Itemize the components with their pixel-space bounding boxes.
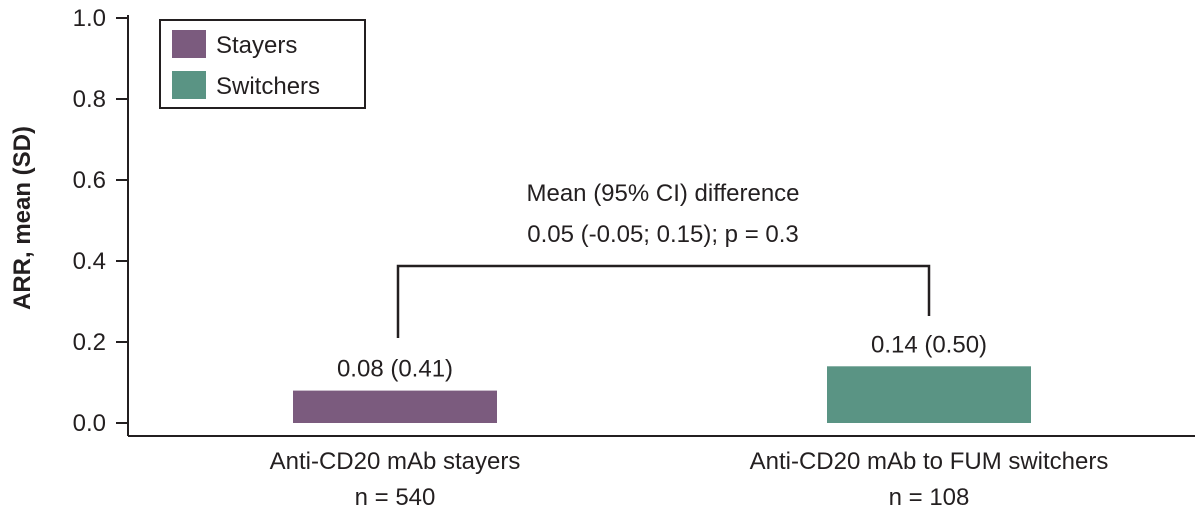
data-label-switchers: 0.14 (0.50) [871, 331, 987, 358]
annotation-line1: Mean (95% CI) difference [526, 180, 799, 207]
n-label-switchers: n = 108 [889, 484, 970, 511]
y-tick-label: 1.0 [73, 5, 106, 32]
bar-stayers [293, 391, 497, 423]
category-label-stayers: Anti-CD20 mAb stayers [270, 448, 521, 475]
bars: 0.08 (0.41) 0.14 (0.50) [293, 331, 1031, 423]
bar-switchers [827, 366, 1031, 423]
legend-swatch-switchers [172, 71, 206, 99]
y-axis-label: ARR, mean (SD) [9, 126, 36, 310]
comparison-bracket [398, 266, 929, 338]
legend: Stayers Switchers [160, 20, 365, 108]
category-label-switchers: Anti-CD20 mAb to FUM switchers [750, 448, 1109, 475]
legend-label-switchers: Switchers [216, 73, 320, 100]
legend-label-stayers: Stayers [216, 32, 297, 59]
y-tick-label: 0.2 [73, 329, 106, 356]
legend-swatch-stayers [172, 30, 206, 58]
data-label-stayers: 0.08 (0.41) [337, 356, 453, 383]
n-label-stayers: n = 540 [355, 484, 436, 511]
y-tick-label: 0.0 [73, 410, 106, 437]
y-ticks: 0.0 0.2 0.4 0.6 0.8 1.0 [73, 5, 128, 437]
y-tick-label: 0.4 [73, 248, 106, 275]
annotation-line2: 0.05 (-0.05; 0.15); p = 0.3 [527, 221, 799, 248]
y-tick-label: 0.6 [73, 167, 106, 194]
y-tick-label: 0.8 [73, 86, 106, 113]
